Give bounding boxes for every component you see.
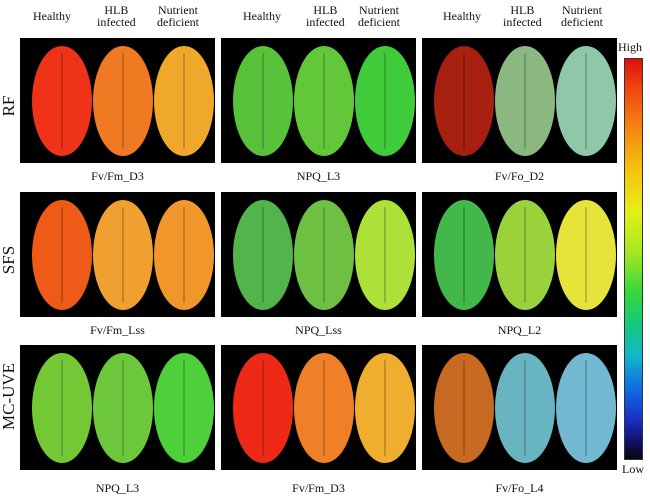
header-nutrient-3: Nutrient deficient [561, 3, 603, 29]
leaf-nutrient-deficient [556, 353, 616, 463]
panel-caption: Fv/Fm_D3 [292, 481, 345, 495]
header-healthy-3: Healthy [443, 9, 481, 23]
header-hlb-1: HLB infected [97, 3, 136, 29]
panel-caption: Fv/Fo_D2 [494, 169, 545, 183]
colorbar-low-label: Low [622, 462, 644, 476]
leaf-hlb-infected [294, 200, 354, 310]
leaf-healthy [434, 353, 494, 463]
leaf-image-panel [422, 345, 617, 470]
leaf-healthy [32, 353, 92, 463]
panel-caption: Fv/Fm_Lss [90, 323, 145, 337]
panel-caption: NPQ_L2 [497, 323, 542, 337]
colorbar [624, 58, 643, 460]
leaf-image-panel [422, 192, 617, 317]
leaf-nutrient-deficient [355, 46, 415, 156]
leaf-hlb-infected [93, 46, 153, 156]
panel-caption: NPQ_L3 [95, 481, 140, 495]
header-healthy-1: Healthy [33, 9, 71, 23]
leaf-nutrient-deficient [556, 200, 616, 310]
panel-caption: NPQ_L3 [296, 169, 341, 183]
leaf-image-panel [20, 192, 215, 317]
leaf-image-panel [20, 345, 215, 470]
leaf-healthy [32, 200, 92, 310]
leaf-healthy [233, 46, 293, 156]
leaf-nutrient-deficient [355, 200, 415, 310]
header-nutrient-1: Nutrient deficient [157, 3, 199, 29]
header-nutrient-2: Nutrient deficient [358, 3, 400, 29]
leaf-hlb-infected [495, 353, 555, 463]
leaf-nutrient-deficient [154, 200, 214, 310]
colorbar-high-label: High [618, 40, 642, 54]
leaf-hlb-infected [495, 200, 555, 310]
leaf-image-panel [221, 345, 416, 470]
panel-caption: Fv/Fo_L4 [495, 481, 544, 495]
row-label-sfs: SFS [0, 245, 18, 275]
header-healthy-2: Healthy [243, 9, 281, 23]
leaf-image-panel [221, 38, 416, 163]
leaf-healthy [233, 200, 293, 310]
leaf-hlb-infected [93, 200, 153, 310]
header-hlb-2: HLB infected [306, 3, 345, 29]
leaf-image-panel [221, 192, 416, 317]
leaf-healthy [434, 46, 494, 156]
leaf-image-panel [422, 38, 617, 163]
row-label-mc-uve: MC-UVE [0, 362, 18, 430]
leaf-hlb-infected [294, 353, 354, 463]
leaf-nutrient-deficient [154, 46, 214, 156]
leaf-nutrient-deficient [556, 46, 616, 156]
row-label-rf: RF [0, 95, 18, 117]
leaf-healthy [434, 200, 494, 310]
leaf-image-panel [20, 38, 215, 163]
leaf-healthy [233, 353, 293, 463]
leaf-hlb-infected [495, 46, 555, 156]
leaf-healthy [32, 46, 92, 156]
leaf-hlb-infected [93, 353, 153, 463]
panel-caption: NPQ_Lss [295, 323, 342, 337]
panel-caption: Fv/Fm_D3 [91, 169, 144, 183]
leaf-hlb-infected [294, 46, 354, 156]
header-hlb-3: HLB infected [503, 3, 542, 29]
leaf-nutrient-deficient [355, 353, 415, 463]
leaf-nutrient-deficient [154, 353, 214, 463]
